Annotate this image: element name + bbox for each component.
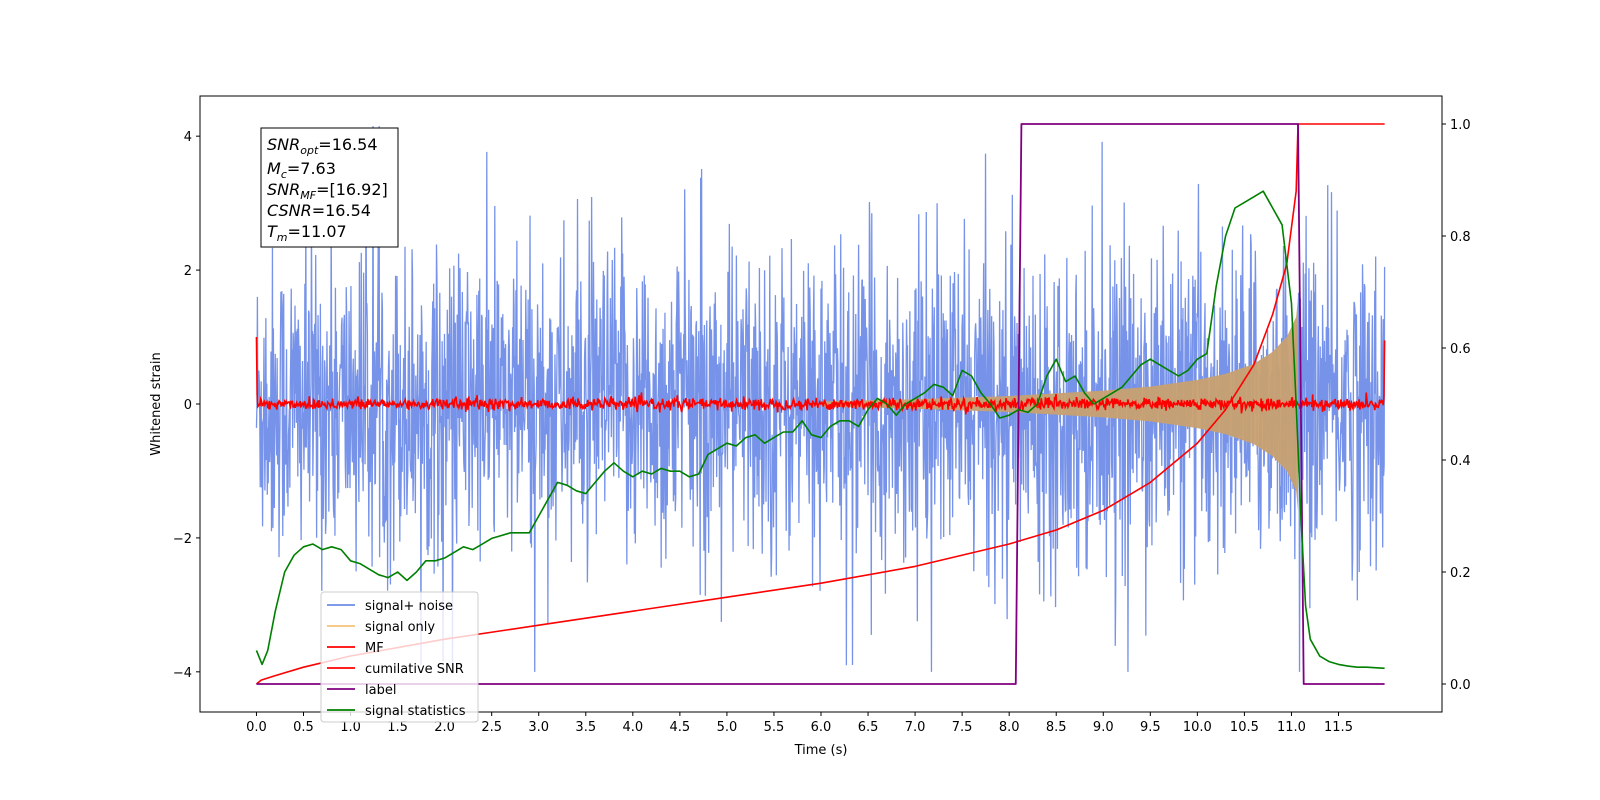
y-tick-label: 4 <box>184 130 192 145</box>
legend-label: signal+ noise <box>365 599 453 614</box>
x-tick-label: 10.5 <box>1230 720 1259 735</box>
x-tick-label: 7.0 <box>905 720 926 735</box>
x-tick-label: 0.5 <box>293 720 314 735</box>
x-tick-label: 4.0 <box>622 720 643 735</box>
x-tick-label: 10.0 <box>1183 720 1212 735</box>
y2-tick-label: 0.8 <box>1450 230 1471 245</box>
y2-tick-label: 0.2 <box>1450 566 1471 581</box>
x-tick-label: 6.5 <box>858 720 879 735</box>
legend-label: signal statistics <box>365 704 466 719</box>
series-signal-noise <box>255 126 1386 672</box>
legend-label: MF <box>365 641 384 656</box>
x-tick-label: 11.0 <box>1277 720 1306 735</box>
x-tick-label: 5.5 <box>764 720 785 735</box>
series-label <box>256 123 1385 685</box>
x-tick-label: 2.5 <box>481 720 502 735</box>
x-tick-label: 6.0 <box>811 720 832 735</box>
y2-tick-label: 0.6 <box>1450 342 1471 357</box>
y2-tick-label: 0.0 <box>1450 678 1471 693</box>
y2-tick-label: 1.0 <box>1450 118 1471 133</box>
legend-label: cumilative SNR <box>365 662 464 677</box>
snr-opt-text: SNRopt=16.54 <box>267 135 378 157</box>
info-box: SNRopt=16.54 Mc=7.63 SNRMF=[16.92] CSNR=… <box>260 127 399 248</box>
x-tick-label: 3.5 <box>575 720 596 735</box>
tm-text: Tm=11.07 <box>267 222 347 244</box>
x-tick-label: 9.5 <box>1140 720 1161 735</box>
x-tick-label: 7.5 <box>952 720 973 735</box>
x-tick-label: 9.0 <box>1093 720 1114 735</box>
y-axis-ticks: −4 −2 0 2 4 <box>173 130 200 681</box>
x-tick-label: 3.0 <box>528 720 549 735</box>
series-mf <box>255 337 1386 415</box>
y-tick-label: −2 <box>173 532 192 547</box>
y-tick-label: −4 <box>173 666 192 681</box>
legend-label: signal only <box>365 620 435 635</box>
y2-axis-ticks: 0.0 0.2 0.4 0.6 0.8 1.0 <box>1442 118 1471 693</box>
x-tick-label: 11.5 <box>1324 720 1353 735</box>
x-tick-label: 1.0 <box>340 720 361 735</box>
legend-label: label <box>365 683 396 698</box>
y-tick-label: 0 <box>184 398 192 413</box>
legend: signal+ noise signal only MF cumilative SNR… <box>320 591 479 723</box>
x-tick-label: 2.0 <box>434 720 455 735</box>
legend-frame <box>320 591 479 723</box>
snr-mf-text: SNRMF=[16.92] <box>267 180 388 202</box>
y2-tick-label: 0.4 <box>1450 454 1471 469</box>
x-tick-label: 0.0 <box>246 720 267 735</box>
csnr-text: CSNR=16.54 <box>267 201 371 220</box>
x-tick-label: 5.0 <box>717 720 738 735</box>
x-tick-label: 8.5 <box>1046 720 1067 735</box>
x-axis-ticks: 0.0 0.5 1.0 1.5 2.0 2.5 3.0 3.5 4.0 4.5 5.0 5.5 6.0 6… <box>246 712 1353 735</box>
info-box-frame <box>260 127 399 248</box>
x-tick-label: 1.5 <box>387 720 408 735</box>
series-signal-statistics <box>255 190 1385 670</box>
x-tick-label: 4.5 <box>670 720 691 735</box>
y-tick-label: 2 <box>184 264 192 279</box>
x-tick-label: 8.0 <box>999 720 1020 735</box>
x-axis-label: Time (s) <box>794 743 848 758</box>
mc-text: Mc=7.63 <box>267 159 336 181</box>
y-axis-label: Whitened strain <box>149 352 164 455</box>
